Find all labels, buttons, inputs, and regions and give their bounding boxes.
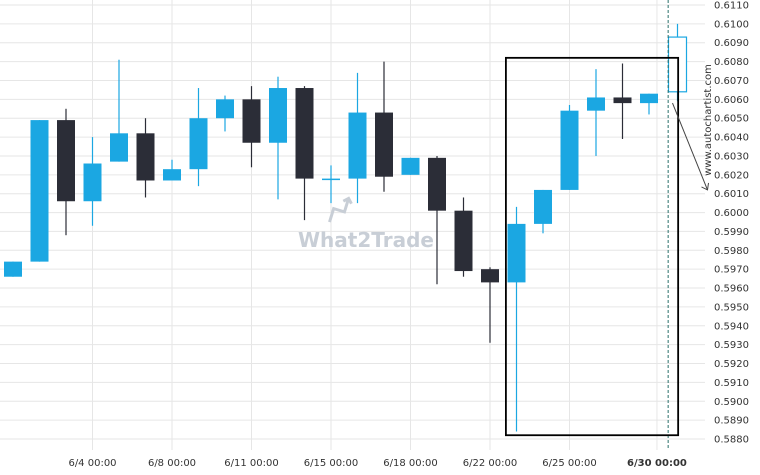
y-tick-label: 0.6090 [714, 38, 749, 49]
x-tick-label: 6/18 00:00 [383, 458, 437, 469]
autochartist-label: www.autochartist.com [703, 64, 714, 176]
candle-body [401, 157, 420, 175]
candle-body [375, 112, 393, 177]
watermark-logo: What2Trade [298, 196, 434, 252]
candle-body [269, 88, 287, 143]
y-tick-label: 0.6050 [714, 114, 749, 125]
candle-body [428, 157, 446, 211]
x-tick-label: 6/25 00:00 [542, 458, 596, 469]
candle [454, 197, 473, 277]
candle [640, 93, 658, 115]
x-tick-label: 6/8 00:00 [148, 458, 196, 469]
candle-body [136, 133, 155, 181]
y-tick-label: 0.6070 [714, 76, 749, 87]
candles [4, 59, 658, 432]
candle [401, 157, 420, 175]
y-tick-label: 0.5970 [714, 265, 749, 276]
x-tick-label: 6/22 00:00 [463, 458, 517, 469]
candle-body [295, 88, 314, 179]
candle [613, 63, 632, 139]
y-tick-label: 0.5940 [714, 321, 749, 332]
candle-body [57, 120, 75, 202]
x-tick-label: 6/4 00:00 [68, 458, 116, 469]
y-tick-label: 0.5930 [714, 340, 749, 351]
candle [534, 189, 552, 234]
candle [110, 59, 128, 162]
candle-body [534, 189, 552, 224]
candle-body [613, 97, 632, 104]
y-tick-label: 0.5910 [714, 378, 749, 389]
candle [242, 86, 261, 168]
candle [269, 76, 287, 200]
y-tick-label: 0.6060 [714, 95, 749, 106]
candle [481, 267, 499, 343]
y-tick-label: 0.6000 [714, 208, 749, 219]
y-tick-label: 0.5900 [714, 397, 749, 408]
y-tick-label: 0.5880 [714, 435, 749, 446]
candle-body [216, 99, 234, 119]
candle-body [242, 99, 261, 143]
candle [83, 137, 102, 226]
candle [560, 105, 579, 190]
forecast-arrowhead-icon [701, 182, 709, 191]
candle-body [348, 112, 367, 179]
candle-body [640, 93, 658, 104]
watermark-trend-icon [328, 197, 351, 223]
x-tick-label: 6/30 00:00 [627, 458, 687, 469]
x-axis: 6/4 00:00 6/8 00:00 6/11 00:00 6/15 00:00 6/… [68, 458, 686, 469]
y-tick-label: 0.5980 [714, 246, 749, 257]
y-tick-label: 0.6020 [714, 170, 749, 181]
watermark-arrowhead-icon [342, 196, 353, 205]
y-tick-label: 0.5990 [714, 227, 749, 238]
candle [4, 261, 22, 277]
y-tick-label: 0.5960 [714, 284, 749, 295]
candle-body [560, 110, 579, 190]
candle [507, 206, 526, 432]
y-tick-label: 0.6100 [714, 19, 749, 30]
candle-body [481, 269, 499, 283]
y-tick-label: 0.6110 [714, 1, 749, 12]
y-tick-label: 0.6080 [714, 57, 749, 68]
x-tick-label: 6/11 00:00 [224, 458, 278, 469]
candle-body [587, 97, 605, 111]
candle [375, 61, 393, 192]
candle [216, 95, 234, 132]
watermark-text: What2Trade [298, 228, 434, 252]
candle-body [322, 178, 340, 181]
candle-body [507, 223, 526, 283]
y-tick-label: 0.5920 [714, 359, 749, 370]
candle [136, 118, 155, 198]
candle [30, 120, 49, 262]
candle-body [163, 169, 181, 181]
candle-body [83, 163, 102, 202]
candle-body [454, 210, 473, 272]
candle [322, 165, 340, 204]
y-axis: 0.6110 0.6100 0.6090 0.6080 0.6070 0.6060 0.60… [714, 1, 749, 446]
candle [189, 88, 208, 187]
y-tick-label: 0.6040 [714, 133, 749, 144]
candle [428, 155, 446, 285]
candle [57, 108, 75, 236]
y-tick-label: 0.6010 [714, 189, 749, 200]
pattern-box [504, 56, 680, 437]
candle-body [189, 118, 208, 170]
candle-body [4, 261, 22, 277]
y-tick-label: 0.6030 [714, 151, 749, 162]
candle [587, 69, 605, 156]
candle [295, 86, 314, 221]
pattern-overlay [504, 0, 709, 450]
y-tick-label: 0.5890 [714, 416, 749, 427]
grid-lines [0, 0, 705, 450]
candle-body [30, 120, 49, 262]
candle [163, 159, 181, 181]
x-tick-label: 6/15 00:00 [304, 458, 358, 469]
forecast-arrow [672, 102, 708, 191]
y-tick-label: 0.5950 [714, 302, 749, 313]
candle [348, 72, 367, 204]
candle-body [110, 133, 128, 162]
